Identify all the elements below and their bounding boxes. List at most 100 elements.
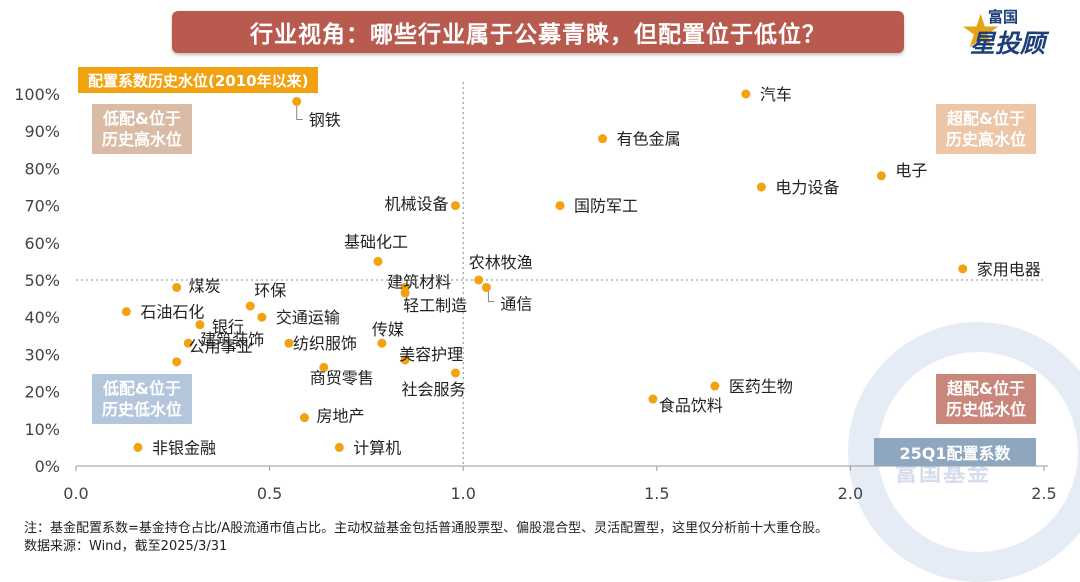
data-point (195, 320, 205, 330)
data-label: 社会服务 (401, 380, 465, 399)
data-point (450, 201, 460, 211)
data-point (710, 381, 720, 391)
quadrant-tr-line1: 超配&位于 (947, 109, 1025, 128)
y-tick-label: 30% (24, 345, 60, 364)
data-point (400, 355, 410, 365)
data-label: 机械设备 (384, 195, 448, 214)
x-tick-label: 2.0 (838, 484, 863, 503)
data-point (319, 362, 329, 372)
x-axis-tag: 25Q1配置系数 (874, 438, 1036, 466)
quadrant-label-top-left: 低配&位于 历史高水位 (92, 104, 193, 154)
brand-logo: ★ 富国 星投顾 (960, 4, 1070, 58)
data-label: 非银金融 (152, 438, 216, 457)
y-tick-label: 50% (24, 271, 60, 290)
y-tick-label: 20% (24, 383, 60, 402)
data-label: 房地产 (316, 407, 364, 426)
data-label: 有色金属 (617, 130, 681, 149)
y-tick-label: 80% (24, 159, 60, 178)
star-icon: ★ (960, 4, 1002, 58)
data-label: 电力设备 (775, 178, 839, 197)
data-label: 传媒 (372, 320, 404, 339)
quadrant-label-top-right: 超配&位于 历史高水位 (936, 104, 1037, 154)
data-point (481, 282, 491, 292)
data-point (334, 442, 344, 452)
quadrant-label-bottom-right: 超配&位于 历史低水位 (936, 374, 1037, 424)
data-label: 农林牧渔 (469, 253, 533, 272)
quadrant-tr-line2: 历史高水位 (946, 130, 1027, 149)
data-label: 公用事业 (189, 337, 253, 356)
leader-line (296, 105, 303, 120)
y-tick-label: 40% (24, 308, 60, 327)
quadrant-br-line1: 超配&位于 (947, 379, 1025, 398)
y-tick-label: 70% (24, 197, 60, 216)
y-tick-label: 0% (35, 457, 60, 476)
y-axis-tag: 配置系数历史水位(2010年以来) (78, 67, 319, 93)
y-tick-label: 60% (24, 234, 60, 253)
data-point (450, 368, 460, 378)
quadrant-label-bottom-left: 低配&位于 历史低水位 (92, 374, 193, 424)
data-label: 家用电器 (977, 260, 1041, 279)
x-tick-label: 0.0 (63, 484, 88, 503)
data-label: 电子 (895, 161, 927, 180)
data-label: 计算机 (353, 438, 401, 457)
data-point (292, 96, 302, 106)
data-point (400, 288, 410, 298)
data-label: 通信 (500, 294, 532, 313)
x-tick-label: 0.5 (257, 484, 282, 503)
data-point (598, 134, 608, 144)
data-point (741, 89, 751, 99)
data-label: 基础化工 (344, 232, 408, 251)
quadrant-bl-line1: 低配&位于 (103, 379, 181, 398)
data-point (555, 201, 565, 211)
quadrant-br-line2: 历史低水位 (946, 400, 1027, 419)
data-point (958, 264, 968, 274)
logo-brand-top: 富国 (988, 8, 1019, 26)
data-label: 纺织服饰 (293, 334, 357, 353)
data-label: 医药生物 (729, 377, 793, 396)
y-tick-label: 10% (24, 420, 60, 439)
data-label: 石油石化 (140, 303, 204, 322)
data-point (133, 442, 143, 452)
data-point (756, 182, 766, 192)
scatter-plot: 0.0 0.5 1.0 1.5 2.0 2.5 0% 10% 20% 30% 40% 50% 60% 70… (14, 82, 1057, 503)
data-point (245, 301, 255, 311)
data-label: 交通运输 (276, 308, 340, 327)
data-point (172, 357, 182, 367)
x-tick-label: 1.5 (644, 484, 669, 503)
data-label: 建筑材料 (387, 272, 451, 291)
data-label: 建筑装饰 (200, 330, 264, 349)
y-tick-label: 100% (14, 85, 60, 104)
data-label: 国防军工 (574, 197, 638, 216)
data-label: 银行 (212, 318, 244, 337)
data-point (183, 338, 193, 348)
logo-brand-main: 星投顾 (970, 29, 1046, 58)
x-tick-label: 1.0 (450, 484, 475, 503)
x-tick-label: 2.5 (1031, 484, 1056, 503)
data-point (284, 338, 294, 348)
quadrant-bl-line2: 历史低水位 (102, 400, 183, 419)
data-point (172, 282, 182, 292)
data-point (648, 394, 658, 404)
data-point (876, 171, 886, 181)
leader-line (487, 289, 495, 302)
data-point (377, 338, 387, 348)
data-label: 环保 (254, 281, 286, 300)
data-point (257, 312, 267, 322)
quadrant-tl-line2: 历史高水位 (102, 130, 183, 149)
data-label: 美容护理 (399, 345, 463, 364)
data-label: 汽车 (760, 85, 792, 104)
footnote: 注：基金配置系数=基金持仓占比/A股流通市值占比。主动权益基金包括普通股票型、偏… (24, 520, 828, 556)
chart-title: 行业视角：哪些行业属于公募青睐，但配置位于低位？ (172, 11, 904, 53)
data-label: 商贸零售 (310, 368, 374, 387)
y-tick-label: 90% (24, 122, 60, 141)
data-label: 轻工制造 (403, 296, 467, 315)
data-point (299, 413, 309, 423)
data-label: 钢铁 (309, 110, 341, 129)
data-label: 煤炭 (189, 276, 221, 295)
footnote-line1: 注：基金配置系数=基金持仓占比/A股流通市值占比。主动权益基金包括普通股票型、偏… (24, 521, 829, 536)
data-point (121, 307, 131, 317)
footnote-line2: 数据来源：Wind，截至2025/3/31 (24, 539, 228, 554)
data-point (373, 256, 383, 266)
data-label: 食品饮料 (659, 396, 723, 415)
data-point (474, 275, 484, 285)
